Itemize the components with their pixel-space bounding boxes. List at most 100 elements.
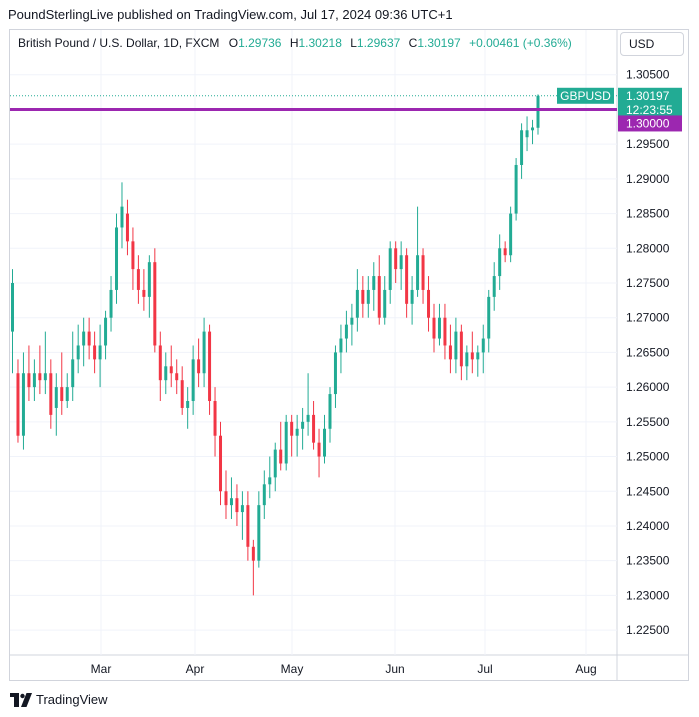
candle-body	[416, 255, 420, 290]
y-tick-label: 1.23500	[626, 554, 670, 568]
candle-body	[240, 505, 244, 513]
candle-body	[459, 331, 463, 367]
level-tag-value: 1.30000	[626, 116, 670, 130]
candle-body	[377, 276, 381, 318]
candle-body	[481, 338, 485, 353]
x-tick-label: Jun	[385, 662, 404, 676]
candle-body	[76, 345, 80, 360]
candle-body	[427, 289, 431, 318]
candle-body	[514, 164, 518, 214]
y-tick-label: 1.25500	[626, 415, 670, 429]
candle-body	[219, 435, 223, 492]
candle-body	[350, 317, 354, 325]
tradingview-footer: TradingView	[10, 692, 108, 707]
chart-frame[interactable]	[9, 29, 689, 681]
open-value: 1.29736	[238, 36, 282, 50]
candle-body	[60, 387, 64, 402]
candle-body	[262, 484, 266, 506]
candle-body	[180, 380, 184, 408]
candle-body	[290, 421, 294, 436]
candle-body	[153, 262, 157, 346]
candle-body	[476, 352, 480, 360]
high-value: 1.30218	[298, 36, 342, 50]
candle-body	[257, 505, 261, 561]
tradingview-brand: TradingView	[36, 692, 108, 707]
candle-body	[536, 95, 540, 128]
candle-body	[366, 289, 370, 304]
candle-body	[437, 317, 441, 339]
candle-body	[273, 449, 277, 478]
candle-body	[487, 296, 491, 339]
candle-body	[394, 248, 398, 270]
y-tick-label: 1.22500	[626, 623, 670, 637]
candle-body	[498, 248, 502, 277]
symbol-tag-label: GBPUSD	[560, 89, 611, 103]
candle-body	[125, 213, 129, 242]
y-tick-label: 1.23000	[626, 588, 670, 602]
candle-body	[115, 227, 119, 290]
candle-body	[355, 289, 359, 318]
x-tick-label: Aug	[575, 662, 596, 676]
candle-body	[306, 414, 310, 422]
candle-body	[43, 373, 47, 381]
high-label: H	[289, 36, 299, 50]
candle-body	[208, 331, 212, 402]
y-tick-label: 1.24000	[626, 519, 670, 533]
y-tick-label: 1.27500	[626, 276, 670, 290]
candle-body	[158, 345, 162, 381]
candle-body	[164, 366, 168, 381]
y-tick-label: 1.30500	[626, 68, 670, 82]
candle-body	[229, 498, 233, 506]
candle-body	[11, 282, 14, 332]
candle-body	[372, 276, 376, 290]
candle-body	[65, 387, 69, 402]
y-tick-label: 1.29000	[626, 172, 670, 186]
close-label: C	[408, 36, 418, 50]
x-tick-label: Jul	[477, 662, 492, 676]
x-tick-label: Apr	[186, 662, 205, 676]
y-tick-label: 1.28500	[626, 207, 670, 221]
price-tag-countdown: 12:23:55	[626, 103, 673, 117]
candle-body	[98, 345, 102, 360]
candle-body	[443, 317, 447, 346]
y-tick-label: 1.28000	[626, 241, 670, 255]
candle-body	[470, 352, 474, 360]
candle-body	[224, 491, 228, 506]
candle-body	[246, 505, 250, 547]
candle-body	[317, 442, 321, 457]
candle-body	[333, 352, 337, 395]
candle-body	[388, 248, 392, 290]
candle-body	[503, 248, 507, 256]
candle-body	[109, 289, 113, 318]
candle-body	[268, 477, 272, 485]
candle-body	[136, 269, 140, 290]
candle-body	[186, 401, 190, 408]
open-label: O	[228, 36, 239, 50]
candle-body	[383, 289, 387, 318]
candle-body	[520, 130, 524, 165]
candle-body	[27, 373, 31, 388]
candle-body	[399, 255, 403, 270]
candle-body	[465, 352, 469, 367]
candle-body	[279, 449, 283, 464]
candle-body	[525, 130, 529, 138]
candle-body	[312, 414, 316, 443]
currency-button[interactable]: USD	[620, 32, 684, 56]
y-tick-label: 1.25000	[626, 450, 670, 464]
y-tick-label: 1.26500	[626, 345, 670, 359]
candle-body	[410, 289, 414, 304]
candle-body	[49, 373, 53, 415]
candle-body	[38, 373, 42, 381]
candle-body	[16, 373, 20, 436]
candle-body	[295, 428, 299, 436]
candle-body	[131, 241, 135, 270]
candle-body	[147, 262, 151, 297]
candle-body	[235, 498, 239, 513]
candle-body	[323, 428, 327, 457]
candle-body	[197, 359, 201, 374]
candle-body	[87, 331, 91, 346]
candle-body	[142, 289, 146, 297]
candle-body	[251, 546, 255, 561]
low-label: L	[350, 36, 357, 50]
